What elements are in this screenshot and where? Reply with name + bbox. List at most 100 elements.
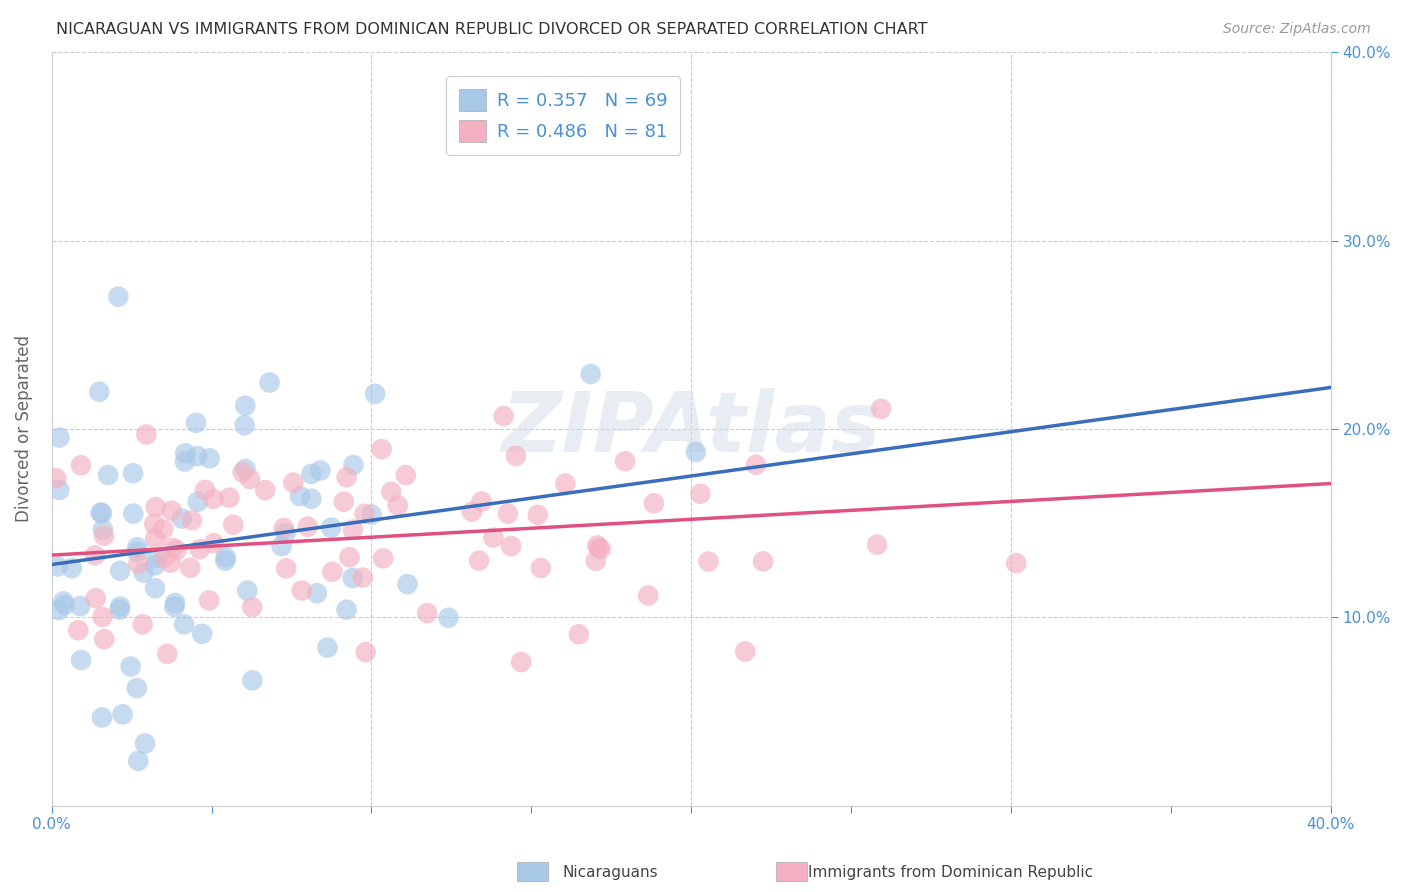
Point bbox=[321, 520, 343, 534]
Point bbox=[333, 495, 356, 509]
Point bbox=[342, 571, 364, 585]
Point bbox=[162, 541, 184, 555]
Point bbox=[236, 583, 259, 598]
Point bbox=[526, 508, 548, 522]
Point bbox=[159, 556, 181, 570]
Point bbox=[174, 454, 197, 468]
Text: Nicaraguans: Nicaraguans bbox=[562, 865, 658, 880]
Point bbox=[689, 487, 711, 501]
Point bbox=[637, 589, 659, 603]
Point bbox=[297, 519, 319, 533]
Point bbox=[89, 384, 111, 399]
Point bbox=[254, 483, 277, 498]
Text: Immigrants from Dominican Republic: Immigrants from Dominican Republic bbox=[808, 865, 1094, 880]
Point bbox=[342, 523, 364, 537]
Point bbox=[215, 550, 238, 565]
Point bbox=[371, 551, 394, 566]
Point bbox=[180, 513, 202, 527]
Point bbox=[91, 506, 114, 520]
Point bbox=[108, 599, 131, 614]
Legend: R = 0.357   N = 69, R = 0.486   N = 81: R = 0.357 N = 69, R = 0.486 N = 81 bbox=[447, 77, 681, 154]
Point bbox=[336, 470, 359, 484]
Point bbox=[143, 516, 166, 531]
Text: NICARAGUAN VS IMMIGRANTS FROM DOMINICAN REPUBLIC DIVORCED OR SEPARATED CORRELATI: NICARAGUAN VS IMMIGRANTS FROM DOMINICAN … bbox=[56, 22, 928, 37]
Point bbox=[233, 399, 256, 413]
Point bbox=[291, 583, 314, 598]
Point bbox=[416, 606, 439, 620]
Point bbox=[496, 507, 519, 521]
Point bbox=[107, 290, 129, 304]
Point bbox=[97, 468, 120, 483]
Point bbox=[240, 673, 263, 688]
Point bbox=[52, 594, 75, 608]
Point bbox=[152, 522, 174, 536]
Point bbox=[335, 603, 357, 617]
Point bbox=[145, 500, 167, 514]
Point bbox=[299, 467, 322, 481]
Point bbox=[214, 554, 236, 568]
Point bbox=[173, 617, 195, 632]
Point bbox=[46, 559, 69, 574]
Point bbox=[482, 531, 505, 545]
Point bbox=[127, 557, 149, 571]
Point bbox=[288, 489, 311, 503]
Point bbox=[586, 538, 609, 552]
Point bbox=[125, 681, 148, 695]
Point bbox=[132, 566, 155, 580]
Text: Source: ZipAtlas.com: Source: ZipAtlas.com bbox=[1223, 22, 1371, 37]
Point bbox=[585, 554, 607, 568]
Point bbox=[127, 545, 149, 559]
Point bbox=[752, 554, 775, 568]
Point bbox=[321, 565, 343, 579]
Point bbox=[165, 596, 187, 610]
Point bbox=[135, 427, 157, 442]
Point bbox=[179, 561, 201, 575]
Point bbox=[187, 494, 209, 508]
Point bbox=[83, 549, 105, 563]
Point bbox=[153, 550, 176, 565]
Point bbox=[91, 710, 114, 724]
Point bbox=[697, 555, 720, 569]
Point bbox=[45, 471, 67, 485]
Point bbox=[108, 564, 131, 578]
Point bbox=[316, 640, 339, 655]
Point bbox=[1005, 556, 1028, 570]
Point bbox=[67, 624, 90, 638]
Point bbox=[91, 523, 114, 537]
Point bbox=[134, 736, 156, 750]
Point bbox=[352, 571, 374, 585]
Point bbox=[60, 561, 83, 575]
Point bbox=[505, 449, 527, 463]
Point bbox=[395, 468, 418, 483]
Point bbox=[122, 507, 145, 521]
Point bbox=[259, 376, 281, 390]
Point bbox=[866, 538, 889, 552]
Point bbox=[127, 540, 149, 554]
Point bbox=[143, 532, 166, 546]
Point bbox=[186, 449, 208, 463]
Point bbox=[240, 600, 263, 615]
Point bbox=[48, 483, 70, 497]
Point bbox=[745, 458, 768, 472]
Point bbox=[145, 551, 167, 566]
Point bbox=[492, 409, 515, 423]
Text: ZIPAtlas: ZIPAtlas bbox=[502, 388, 882, 469]
Point bbox=[174, 446, 197, 460]
Point bbox=[160, 503, 183, 517]
Point bbox=[614, 454, 637, 468]
Point bbox=[588, 541, 610, 555]
Point bbox=[468, 554, 491, 568]
Point bbox=[501, 539, 523, 553]
Point bbox=[364, 387, 387, 401]
Point bbox=[239, 472, 262, 486]
Point bbox=[166, 543, 188, 558]
Point bbox=[274, 526, 297, 541]
Point bbox=[48, 431, 70, 445]
Point bbox=[108, 602, 131, 616]
Point bbox=[283, 475, 305, 490]
Point bbox=[91, 610, 114, 624]
Point bbox=[122, 466, 145, 480]
Point bbox=[360, 508, 382, 522]
Point bbox=[270, 539, 292, 553]
Point bbox=[127, 754, 149, 768]
